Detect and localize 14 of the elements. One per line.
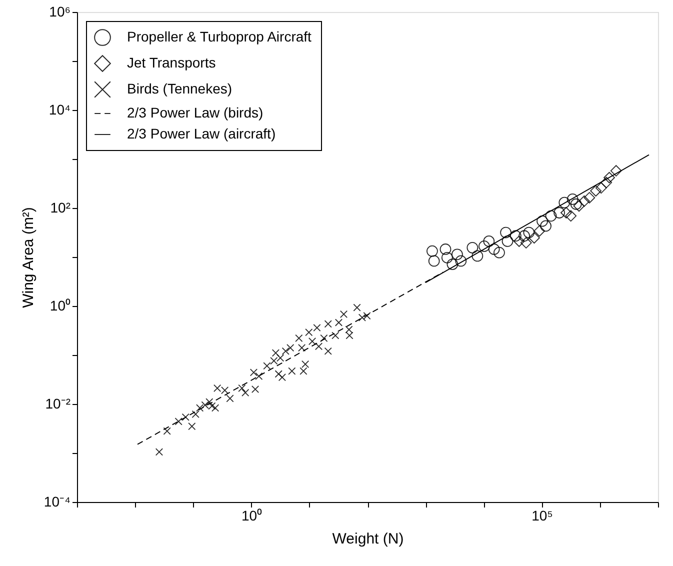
legend-label: Birds (Tennekes): [127, 80, 232, 96]
x-axis-title: Weight (N): [332, 530, 404, 548]
legend-label: Propeller & Turboprop Aircraft: [127, 28, 312, 44]
y-tick-label: 10²: [50, 200, 71, 216]
legend-label: Jet Transports: [127, 54, 216, 70]
legend-label: 2/3 Power Law (birds): [127, 104, 264, 120]
x-tick-label: 10⁵: [532, 508, 553, 524]
y-tick-label: 10⁰: [50, 298, 70, 314]
y-tick-label: 10⁴: [48, 102, 70, 118]
y-tick-label: 10⁶: [49, 4, 70, 20]
y-axis-title: Wing Area (m²): [20, 207, 37, 308]
y-tick-label: 10⁻⁴: [44, 494, 70, 510]
y-tick-label: 10⁻²: [45, 396, 71, 412]
legend-label: 2/3 Power Law (aircraft): [127, 126, 276, 142]
